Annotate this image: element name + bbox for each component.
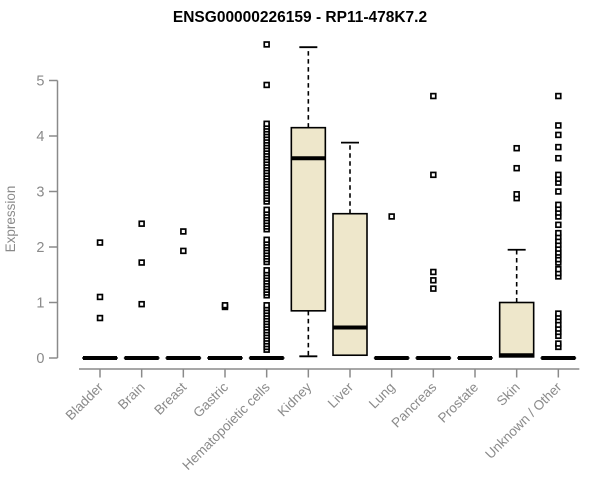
outlier-point	[555, 221, 562, 229]
outlier-point	[263, 302, 270, 309]
y-tick-label: 4	[36, 129, 44, 145]
box-rect	[498, 301, 535, 358]
x-category-label: Kidney	[275, 379, 315, 419]
x-category-label: Bladder	[63, 379, 107, 423]
outlier-point	[513, 164, 520, 172]
outlier-point	[96, 293, 104, 301]
outlier-point	[138, 220, 145, 227]
outlier-point	[555, 265, 562, 273]
x-category-label: Unknown / Other	[482, 379, 565, 462]
outlier-point	[555, 154, 562, 162]
box-group	[540, 92, 577, 360]
x-category-label: Pancreas	[389, 379, 440, 430]
box-group	[82, 239, 118, 360]
outlier-point	[263, 236, 270, 244]
outlier-point	[555, 122, 562, 129]
y-tick-label: 1	[36, 296, 44, 312]
outlier-point	[388, 213, 395, 220]
outlier-point	[430, 92, 437, 100]
outlier-point	[513, 191, 520, 198]
outlier-point	[555, 188, 562, 195]
box-group	[415, 92, 452, 360]
outlier-point	[138, 259, 145, 266]
x-category-label: Liver	[325, 379, 357, 411]
y-tick-label: 0	[36, 351, 44, 367]
outlier-point	[263, 41, 270, 48]
y-tick-label: 5	[36, 74, 44, 90]
x-category-label: Lung	[366, 380, 398, 412]
box-group	[165, 228, 202, 360]
outlier-point	[263, 81, 270, 89]
box-rect	[290, 126, 327, 312]
box-group	[290, 46, 327, 358]
outlier-point	[555, 171, 562, 179]
outlier-point	[555, 229, 562, 237]
outlier-point	[263, 206, 270, 214]
outlier-point	[555, 131, 562, 139]
outlier-point	[430, 285, 437, 292]
outlier-point	[221, 302, 229, 309]
box-group	[248, 41, 285, 360]
outlier-point	[555, 92, 562, 100]
box-group	[498, 144, 535, 358]
y-tick-label: 3	[36, 185, 44, 201]
y-axis-label: Expression	[3, 186, 18, 253]
outlier-point	[430, 268, 437, 276]
outlier-point	[430, 171, 437, 179]
outlier-point	[555, 310, 562, 317]
outlier-point	[513, 144, 520, 152]
chart-title: ENSG00000226159 - RP11-478K7.2	[173, 9, 427, 26]
outlier-point	[180, 247, 187, 255]
x-category-label: Brain	[115, 380, 148, 413]
outlier-point	[180, 228, 187, 235]
outlier-point	[263, 267, 270, 274]
box-group	[373, 213, 410, 360]
outlier-point	[555, 201, 562, 209]
box-group	[207, 302, 243, 360]
x-category-label: Skin	[494, 380, 523, 409]
plot-area	[82, 41, 577, 360]
box-group	[332, 141, 368, 357]
outlier-point	[555, 340, 562, 347]
outlier-point	[430, 277, 437, 284]
x-category-label: Breast	[151, 379, 189, 417]
x-category-label: Gastric	[190, 379, 231, 420]
box-group	[123, 220, 160, 360]
x-category-label: Prostate	[435, 380, 481, 426]
y-tick-label: 2	[36, 240, 44, 256]
outlier-point	[96, 239, 104, 246]
outlier-point	[555, 143, 562, 151]
outlier-point	[96, 314, 104, 322]
outlier-point	[263, 120, 270, 128]
outlier-point	[138, 300, 145, 308]
box-rect	[332, 212, 368, 357]
